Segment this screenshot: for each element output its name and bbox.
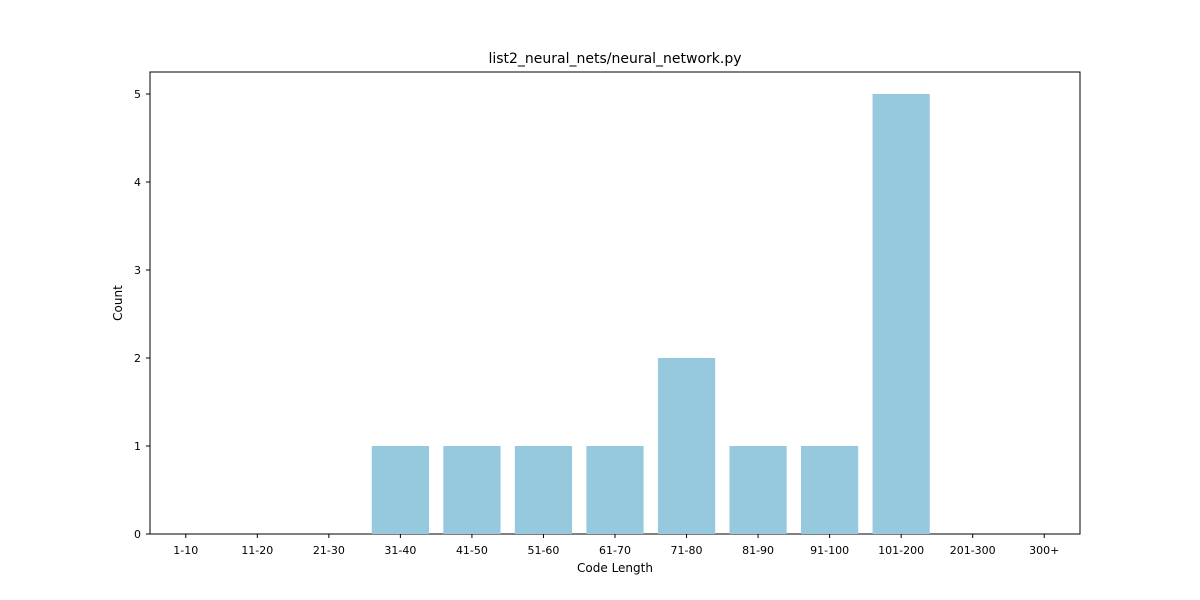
x-tick-label: 1-10 [173, 544, 198, 557]
x-tick-label: 91-100 [810, 544, 849, 557]
chart-title: list2_neural_nets/neural_network.py [488, 51, 741, 67]
bar-81-90 [729, 446, 787, 534]
bar-41-50 [443, 446, 501, 534]
x-tick-label: 101-200 [878, 544, 924, 557]
bar-51-60 [514, 446, 573, 534]
y-axis-ticks: 0 1 2 3 4 5 [134, 88, 150, 541]
y-tick-label: 3 [134, 264, 141, 277]
y-tick-label: 4 [134, 176, 141, 189]
x-tick-label: 61-70 [599, 544, 631, 557]
x-tick-label: 71-80 [671, 544, 703, 557]
x-axis-label: Code Length [577, 561, 653, 575]
x-tick-label: 51-60 [527, 544, 559, 557]
y-tick-label: 1 [134, 440, 141, 453]
y-axis-label: Count [111, 285, 125, 321]
x-tick-label: 81-90 [742, 544, 774, 557]
bar-31-40 [371, 446, 429, 534]
x-tick-label: 300+ [1029, 544, 1059, 557]
bar-91-100 [801, 446, 859, 534]
x-tick-label: 201-300 [950, 544, 996, 557]
x-axis-ticks: 1-10 11-20 21-30 31-40 41-50 51-60 61-70 71-80 8… [173, 534, 1059, 557]
x-tick-label: 31-40 [384, 544, 416, 557]
bar-61-70 [586, 446, 644, 534]
x-tick-label: 21-30 [313, 544, 345, 557]
y-tick-label: 5 [134, 88, 141, 101]
bar-series [371, 94, 930, 534]
x-tick-label: 11-20 [241, 544, 273, 557]
y-tick-label: 0 [134, 528, 141, 541]
bar-71-80 [657, 358, 716, 534]
bar-101-200 [872, 94, 930, 534]
y-tick-label: 2 [134, 352, 141, 365]
x-tick-label: 41-50 [456, 544, 488, 557]
